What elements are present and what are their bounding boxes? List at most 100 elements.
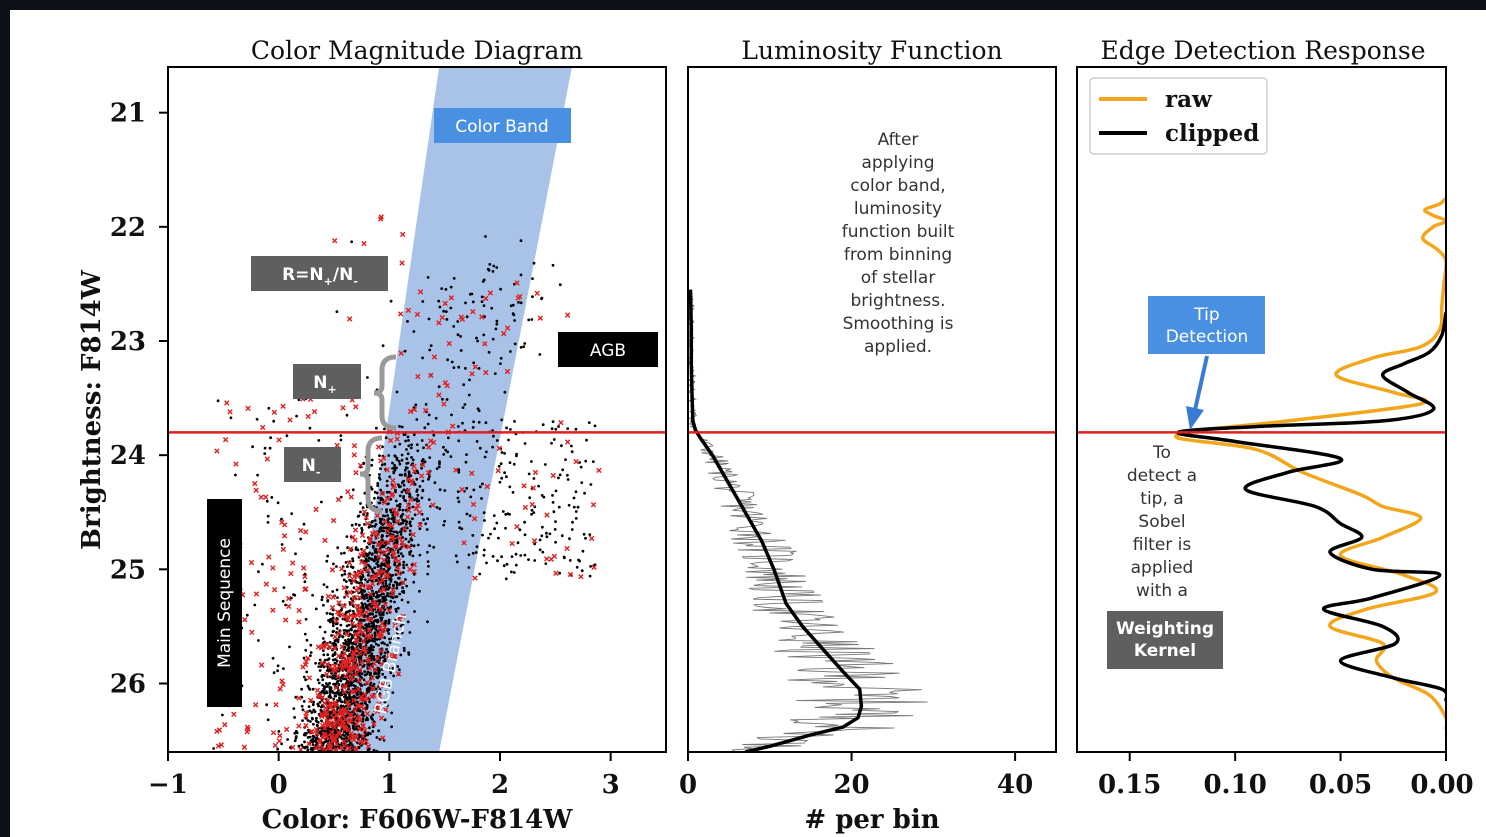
star-point [412,433,416,437]
star-point [467,393,471,397]
star-point [554,489,558,493]
star-point [404,537,408,541]
star-point [424,403,428,406]
star-point [339,692,342,696]
star-point-rejected [399,231,406,238]
star-point [389,508,392,512]
star-point [432,433,436,437]
star-point-rejected [359,739,366,746]
star-point-rejected [430,439,437,446]
lf-smoothed-line [688,289,864,752]
star-point [376,482,380,485]
star-point [320,719,323,723]
star-point [401,554,405,558]
star-point [391,513,395,517]
star-point [445,398,449,401]
lf-histogram-line [688,289,928,752]
star-point-rejected [376,553,382,560]
star-point-rejected [392,556,399,563]
star-point [457,425,460,428]
star-point-rejected [470,308,476,315]
star-point [369,671,372,675]
star-point [387,454,391,457]
star-point-rejected [330,714,337,721]
star-point-rejected [374,533,380,540]
star-point [519,239,523,243]
star-point-rejected [328,729,335,735]
star-point-rejected [470,501,477,508]
star-point-rejected [361,509,368,515]
star-point-rejected [373,602,380,608]
star-point [472,420,475,424]
star-point [404,439,407,443]
star-point [505,475,508,479]
star-point [388,586,391,589]
lf-title: Luminosity Function [741,36,1002,65]
star-point [404,499,408,503]
star-point-rejected [306,741,312,747]
star-point [394,618,397,622]
star-point [415,497,419,500]
star-point [492,264,496,268]
star-point [454,554,458,558]
star-point-rejected [578,573,584,580]
star-point [322,603,325,607]
star-point [580,569,584,573]
star-point [404,523,408,526]
star-point [457,439,461,443]
star-point [229,416,233,420]
star-point [299,537,303,541]
star-point [570,528,574,531]
star-point [482,548,486,552]
star-point-rejected [290,560,296,566]
star-point [552,510,556,514]
star-point-rejected [366,634,372,641]
star-point-rejected [334,609,341,615]
star-point [390,711,394,715]
star-point-rejected [347,546,354,552]
star-point [397,460,401,463]
star-point [416,493,420,497]
star-point-rejected [303,659,309,665]
star-point [445,318,449,321]
star-point [493,372,497,375]
star-point [485,561,488,565]
star-point [383,654,386,658]
star-point [363,594,367,598]
star-point-rejected [396,570,402,577]
star-point [527,318,531,322]
star-point [366,651,370,654]
star-point-rejected [351,573,358,580]
ratio-label: R=N+/N- [282,265,358,288]
star-point [399,547,402,551]
star-point [377,476,381,479]
star-point [369,524,373,528]
star-point-rejected [330,594,336,600]
star-point [475,545,479,549]
star-point-rejected [369,530,376,537]
star-point [390,636,394,640]
star-point [371,648,375,652]
star-point [340,573,344,577]
star-point [326,554,330,558]
star-point-rejected [390,549,397,555]
n-plus-label: N+ [313,373,336,396]
star-point [385,648,388,651]
star-point [345,731,349,735]
star-point [406,620,410,624]
star-point [386,704,389,707]
star-point [435,506,439,509]
star-point [402,488,406,492]
star-point-rejected [353,587,360,594]
star-point [357,746,361,750]
star-point-rejected [357,462,364,469]
star-point [371,612,375,616]
star-point-rejected [596,467,602,474]
star-point-rejected [384,572,391,579]
cmd-y-tick-label: 22 [110,213,146,243]
star-point [486,267,490,271]
star-point [358,675,362,678]
star-point-rejected [334,733,340,740]
star-point [309,651,313,654]
star-point [359,637,362,641]
